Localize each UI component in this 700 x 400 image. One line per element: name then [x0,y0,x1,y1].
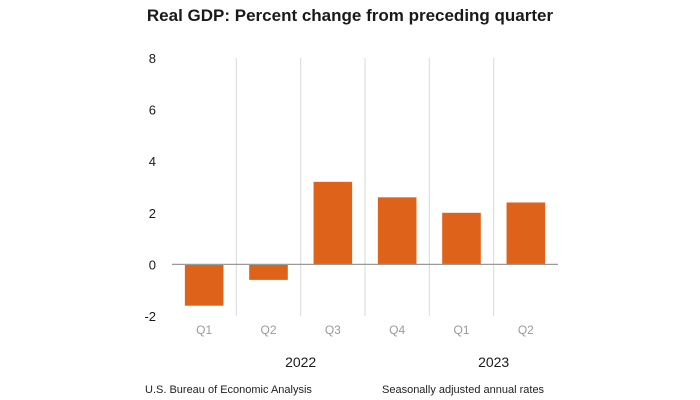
tick-labels: 8 6 4 2 0 -2 Q1 Q2 Q3 Q4 Q1 Q2 2022 2023 [144,51,534,370]
source-note: U.S. Bureau of Economic Analysis [145,384,312,396]
y-tick-label: 2 [149,206,156,221]
x-tick-label: Q4 [389,323,405,337]
y-tick-label: 6 [149,103,156,118]
y-tick-label: 8 [149,51,156,66]
bar-3 [313,181,353,265]
y-tick-label: -2 [144,309,156,324]
bars [184,181,546,306]
y-tick-label: 4 [149,154,156,169]
x-tick-label: Q1 [196,323,212,337]
x-tick-label: Q2 [518,323,534,337]
chart-title: Real GDP: Percent change from preceding … [146,6,554,25]
y-tick-label: 0 [149,257,156,272]
year-group-label: 2023 [478,354,509,370]
grid-lines [235,58,495,316]
bar-4 [377,197,417,265]
rates-note: Seasonally adjusted annual rates [382,384,545,396]
x-tick-label: Q2 [260,323,276,337]
bar-2 [249,264,288,280]
x-tick-label: Q1 [453,323,469,337]
bar-6 [506,202,546,265]
x-tick-label: Q3 [325,323,341,337]
year-group-label: 2022 [285,354,316,370]
bar-5 [442,212,481,265]
bar-1 [184,264,224,306]
